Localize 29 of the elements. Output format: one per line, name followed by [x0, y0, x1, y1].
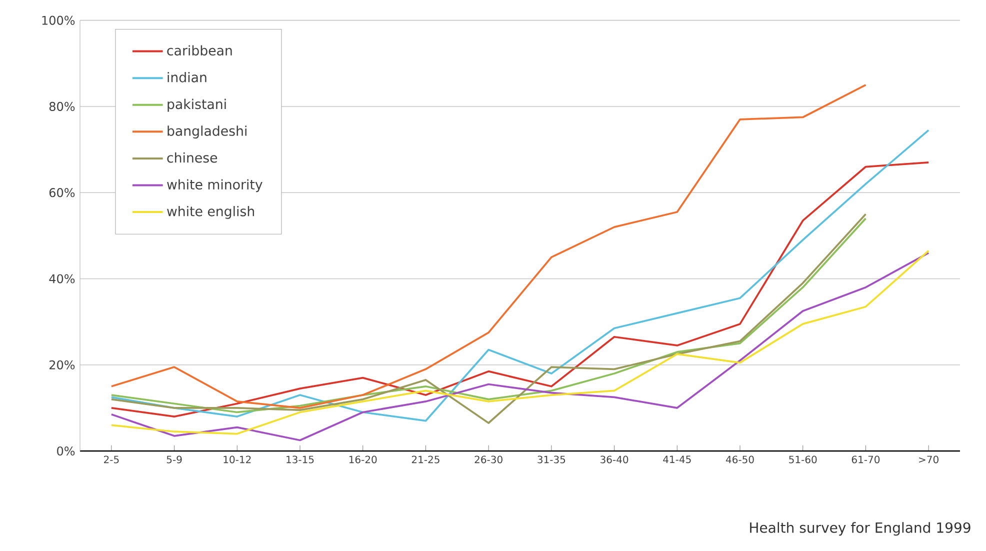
legend-label: chinese	[167, 152, 218, 163]
legend-label: bangladeshi	[168, 126, 246, 139]
legend-label: caribbean	[167, 45, 232, 56]
x-tick-label: 26-30	[474, 456, 502, 464]
x-tick-label: 31-35	[538, 456, 566, 464]
y-tick-label: 0%	[57, 446, 75, 456]
x-tick-label: >70	[919, 456, 938, 464]
x-tick-label: 16-20	[349, 456, 377, 464]
x-tick-label: 13-15	[286, 456, 314, 464]
x-tick-label: 10-12	[224, 456, 251, 464]
x-tick-label: 46-50	[726, 456, 754, 464]
legend-label: white english	[167, 206, 254, 219]
x-tick-label: 41-45	[663, 456, 691, 464]
x-tick-label: 61-70	[852, 456, 880, 464]
y-tick-label: 40%	[49, 274, 75, 284]
legend-label: white minority	[167, 179, 262, 192]
x-tick-label: 5-9	[166, 456, 182, 464]
y-tick-label: 80%	[49, 102, 75, 111]
x-tick-label: 2-5	[104, 456, 119, 464]
x-tick-label: 51-60	[789, 456, 817, 464]
legend-label: indian	[168, 72, 206, 82]
y-tick-label: 100%	[42, 16, 75, 25]
line-series	[110, 84, 867, 409]
text: Health survey for England 1999	[750, 522, 970, 536]
y-tick-label: 20%	[50, 360, 75, 370]
y-tick-label: 60%	[49, 188, 75, 198]
x-tick-label: 21-25	[412, 456, 440, 464]
x-tick-label: 36-40	[600, 456, 628, 464]
legend-label: pakistani	[168, 98, 226, 112]
